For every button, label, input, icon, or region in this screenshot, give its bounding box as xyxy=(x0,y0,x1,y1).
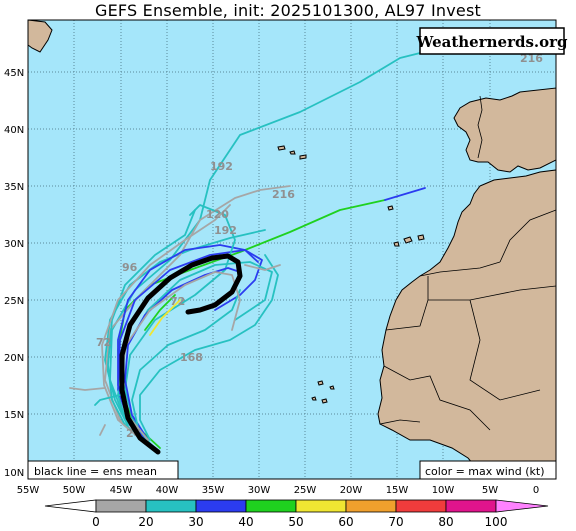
hour-label: 168 xyxy=(180,351,203,364)
color-legend-text: color = max wind (kt) xyxy=(425,465,545,478)
member-track xyxy=(107,209,196,446)
ensemble-mean-track xyxy=(119,253,243,455)
hour-label: 192 xyxy=(214,224,237,237)
lon-label: 10W xyxy=(432,485,455,496)
member-track xyxy=(69,387,106,391)
lat-label: 40N xyxy=(4,125,24,136)
member-track xyxy=(94,394,121,406)
map-title: GEFS Ensemble, init: 2025101300, AL97 In… xyxy=(95,1,481,20)
brand-label: Weathernerds.org xyxy=(415,33,568,51)
lon-label: 15W xyxy=(386,485,409,496)
map-frame xyxy=(27,19,557,480)
lat-label: 25N xyxy=(4,296,24,307)
lat-label: 15N xyxy=(4,410,24,421)
member-track xyxy=(131,289,241,447)
lon-label: 30W xyxy=(248,485,271,496)
colorbar-segment xyxy=(145,499,197,513)
colorbar xyxy=(44,499,549,513)
lon-label: 40W xyxy=(156,485,179,496)
colorbar-segment xyxy=(495,499,549,513)
colorbar-segment xyxy=(345,499,397,513)
member-track xyxy=(99,424,106,436)
hour-label: 96 xyxy=(122,261,138,274)
member-track xyxy=(139,254,279,441)
hour-labels: 216 192 216 120 192 96 72 168 72 24 xyxy=(96,52,543,440)
colorbar-tick: 100 xyxy=(485,515,508,529)
colorbar-tick: 30 xyxy=(188,515,203,529)
ensemble-tracks xyxy=(69,47,441,449)
colorbar-segment xyxy=(395,499,447,513)
lon-label: 25W xyxy=(294,485,317,496)
hour-label: 120 xyxy=(206,208,229,221)
member-track xyxy=(244,264,281,271)
colorbar-tick: 20 xyxy=(138,515,153,529)
lon-label: 50W xyxy=(63,485,86,496)
colorbar-tick: 40 xyxy=(238,515,253,529)
lon-label: 35W xyxy=(202,485,225,496)
hour-label: 216 xyxy=(272,188,295,201)
colorbar-tick: 80 xyxy=(438,515,453,529)
member-track xyxy=(149,299,181,336)
colorbar-tick: 60 xyxy=(338,515,353,529)
colorbar-tick: 0 xyxy=(92,515,100,529)
colorbar-segment xyxy=(295,499,347,513)
colorbar-segment xyxy=(44,499,97,513)
lat-label: 30N xyxy=(4,239,24,250)
member-track xyxy=(117,261,273,447)
lon-label: 45W xyxy=(110,485,133,496)
lon-label: 55W xyxy=(17,485,40,496)
lat-labels: 45N 40N 35N 30N 25N 20N 15N 10N xyxy=(4,68,24,479)
colorbar-tick: 50 xyxy=(288,515,303,529)
colorbar-tick: 70 xyxy=(388,515,403,529)
mean-legend-box xyxy=(27,460,179,480)
colorbar-segment xyxy=(195,499,247,513)
colorbar-segment xyxy=(245,499,297,513)
lat-label: 45N xyxy=(4,68,24,79)
brand-box xyxy=(419,27,565,55)
colorbar-ticks: 0 20 30 40 50 60 70 80 100 xyxy=(92,515,507,529)
lat-label: 10N xyxy=(4,468,24,479)
lat-label: 20N xyxy=(4,353,24,364)
lat-label: 35N xyxy=(4,182,24,193)
hour-label: 192 xyxy=(210,160,233,173)
lon-label: 20W xyxy=(340,485,363,496)
mean-legend-text: black line = ens mean xyxy=(34,465,157,478)
hour-label: 216 xyxy=(520,52,543,65)
member-track xyxy=(124,267,241,441)
country-borders xyxy=(379,95,557,431)
member-track xyxy=(384,187,426,201)
color-legend-box xyxy=(419,460,557,480)
member-track xyxy=(144,294,176,331)
hour-label: 72 xyxy=(96,336,111,349)
member-track xyxy=(101,204,231,445)
colorbar-segment xyxy=(95,499,147,513)
member-track xyxy=(124,204,236,445)
lon-label: 0 xyxy=(533,485,539,496)
colorbar-segment xyxy=(445,499,497,513)
hour-label: 72 xyxy=(170,295,185,308)
lon-labels: 55W 50W 45W 40W 35W 30W 25W 20W 15W 10W … xyxy=(17,485,540,496)
lon-label: 5W xyxy=(482,485,498,496)
